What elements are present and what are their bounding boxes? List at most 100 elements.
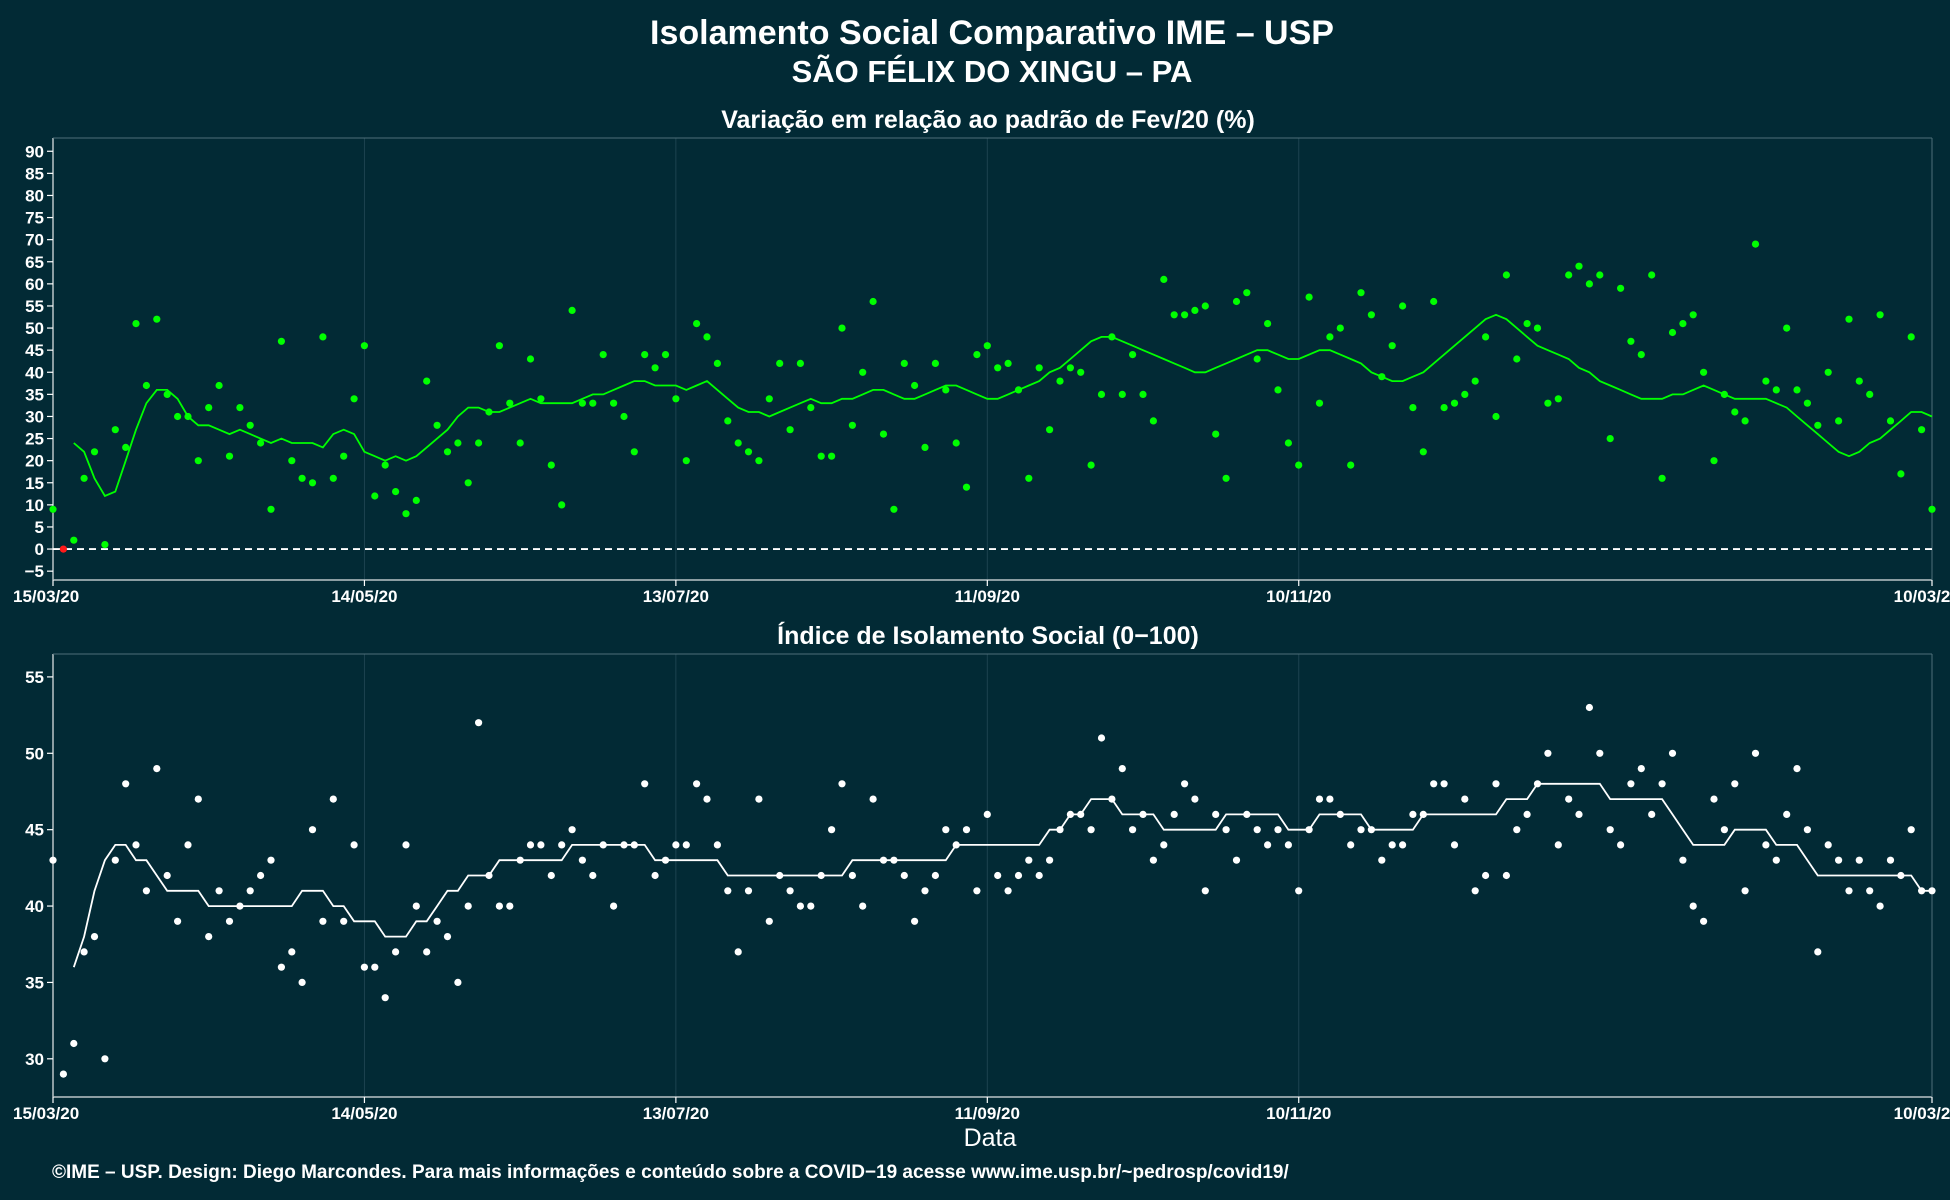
top-y-tick-label: 75	[25, 209, 44, 228]
top-data-point	[526, 355, 535, 363]
top-y-tick-label: 10	[25, 496, 44, 515]
top-data-point	[1139, 390, 1147, 398]
bottom-data-point	[1689, 902, 1697, 910]
top-data-point	[475, 439, 483, 447]
top-y-tick-label: 90	[25, 142, 44, 161]
bottom-x-tick-label: 11/09/20	[955, 1104, 1020, 1123]
bottom-data-point	[111, 856, 119, 864]
bottom-data-point	[828, 826, 836, 834]
top-data-point	[1668, 328, 1677, 337]
top-data-point	[1648, 271, 1656, 279]
bottom-data-point	[381, 994, 389, 1002]
bottom-data-point	[1907, 826, 1915, 834]
top-data-point	[1170, 311, 1178, 319]
bottom-data-point	[1533, 780, 1542, 788]
bottom-data-point	[1149, 856, 1157, 864]
bottom-data-point	[1648, 810, 1656, 819]
top-data-point	[423, 377, 431, 385]
top-data-point	[1627, 337, 1635, 345]
bottom-data-point	[661, 856, 670, 864]
bottom-data-point	[402, 841, 410, 849]
bottom-data-point	[257, 871, 265, 880]
top-data-point	[381, 461, 389, 469]
top-y-tick-label: 45	[25, 341, 44, 360]
bottom-data-point	[174, 917, 182, 925]
bottom-data-point	[1378, 856, 1386, 864]
top-data-point	[1855, 377, 1863, 385]
top-data-point	[1409, 404, 1417, 412]
bottom-data-point	[1108, 795, 1116, 803]
bottom-data-point	[1160, 841, 1168, 849]
top-data-point	[1149, 417, 1157, 425]
bottom-data-point	[983, 810, 991, 819]
bottom-data-point	[755, 795, 763, 803]
chart-title-line1: Isolamento Social Comparativo IME – USP	[650, 14, 1334, 52]
bottom-data-point	[1658, 780, 1666, 788]
bottom-data-point	[1918, 887, 1926, 895]
bottom-data-point	[298, 978, 306, 987]
top-data-point	[142, 381, 150, 390]
top-data-point	[1025, 474, 1033, 482]
bottom-data-point	[1097, 734, 1106, 742]
top-data-point	[1326, 333, 1334, 341]
top-data-point	[994, 364, 1002, 372]
top-data-point	[786, 426, 794, 434]
top-data-point	[1886, 417, 1895, 425]
top-data-point	[973, 351, 981, 359]
top-data-point	[443, 448, 452, 456]
top-data-point	[1087, 461, 1095, 469]
bottom-data-point	[1118, 765, 1126, 773]
top-data-point	[1367, 311, 1375, 319]
top-data-point	[1004, 359, 1012, 367]
bottom-data-point	[1336, 810, 1344, 819]
top-data-point	[879, 430, 888, 438]
top-data-point	[734, 439, 742, 447]
bottom-data-point	[1482, 871, 1490, 880]
top-y-tick-label: 20	[25, 452, 44, 471]
bottom-data-point	[1181, 780, 1189, 788]
bottom-data-point	[506, 902, 514, 910]
top-data-point	[1741, 417, 1749, 425]
bottom-data-point	[651, 871, 659, 880]
bottom-data-point	[1554, 841, 1562, 849]
bottom-data-point	[568, 826, 576, 834]
bottom-data-point	[630, 841, 638, 849]
bottom-data-point	[1762, 841, 1770, 849]
top-data-point	[724, 417, 732, 425]
top-data-point	[547, 461, 555, 469]
bottom-data-point	[589, 871, 597, 880]
bottom-data-point	[900, 871, 908, 880]
top-data-point	[454, 439, 462, 447]
bottom-data-point	[1824, 841, 1832, 849]
top-x-tick-label: 13/07/20	[643, 587, 709, 606]
bottom-data-point	[1170, 810, 1178, 819]
top-y-tick-label: 55	[25, 297, 44, 316]
top-data-point	[516, 439, 524, 447]
bottom-data-point	[1731, 780, 1739, 788]
top-data-point	[1793, 386, 1801, 394]
top-data-point	[807, 404, 815, 412]
bottom-data-point	[1440, 780, 1448, 788]
top-data-point	[1347, 461, 1355, 469]
top-panel: −5 0 5 10 15 20 25 30 35 40 45 50 55 60 65 70 75 80 85 90 15…	[13, 137, 1950, 606]
bottom-data-point	[495, 902, 503, 910]
chart-title-line2: SÃO FÉLIX DO XINGU – PA	[792, 54, 1193, 89]
top-data-point	[630, 448, 638, 456]
top-data-point	[1284, 439, 1292, 447]
bottom-data-point	[962, 826, 971, 834]
top-data-point	[392, 488, 400, 496]
bottom-data-point	[1835, 856, 1843, 864]
bottom-data-point	[1523, 810, 1531, 819]
top-data-point	[1419, 448, 1427, 456]
bottom-data-point	[464, 902, 472, 910]
top-panel-title: Variação em relação ao padrão de Fev/20 …	[721, 106, 1255, 134]
top-data-point	[1471, 377, 1479, 385]
top-data-point	[1845, 315, 1853, 323]
top-data-point	[755, 457, 763, 465]
top-data-point	[360, 342, 368, 350]
top-y-tick-label: −5	[25, 562, 44, 581]
top-data-point	[744, 448, 753, 456]
top-data-point	[578, 399, 587, 407]
top-data-point	[90, 448, 99, 456]
bottom-data-point	[1596, 749, 1604, 757]
